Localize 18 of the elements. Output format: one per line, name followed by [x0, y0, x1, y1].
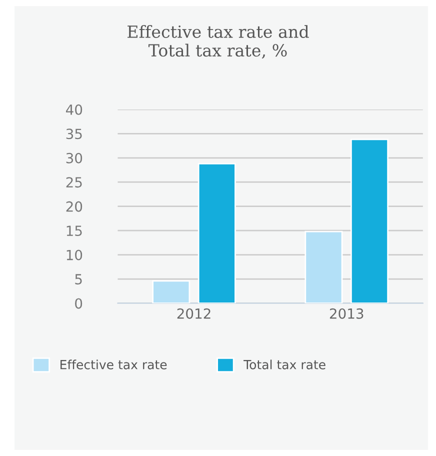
x-tick-label: 2012	[177, 308, 210, 319]
bar	[350, 138, 389, 304]
y-tick-label: 30	[66, 152, 82, 164]
legend-label: Total tax rate	[244, 360, 326, 370]
y-tick-label: 40	[66, 104, 82, 115]
y-tick-label: 25	[66, 177, 82, 188]
chart-title: Effective tax rate and Total tax rate, %	[128, 25, 309, 59]
bar	[304, 230, 343, 304]
y-tick-label: 35	[66, 128, 82, 140]
y-tick-label: 20	[66, 201, 82, 212]
y-tick-label: 0	[75, 298, 82, 309]
y-tick-label: 10	[66, 250, 82, 260]
x-tick-label: 2013	[330, 308, 364, 319]
legend-label: Effective tax rate	[60, 360, 167, 370]
bar	[152, 280, 190, 304]
y-tick-label: 15	[66, 226, 82, 236]
y-tick-label: 5	[75, 274, 82, 284]
bar	[198, 163, 236, 304]
